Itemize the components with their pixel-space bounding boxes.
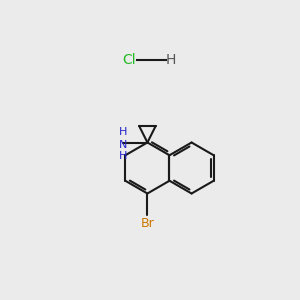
Text: H: H <box>119 127 128 137</box>
Text: H: H <box>166 53 176 67</box>
Text: Br: Br <box>140 217 154 230</box>
Text: N: N <box>119 140 128 150</box>
Text: Cl: Cl <box>122 53 136 67</box>
Text: H: H <box>119 151 128 161</box>
